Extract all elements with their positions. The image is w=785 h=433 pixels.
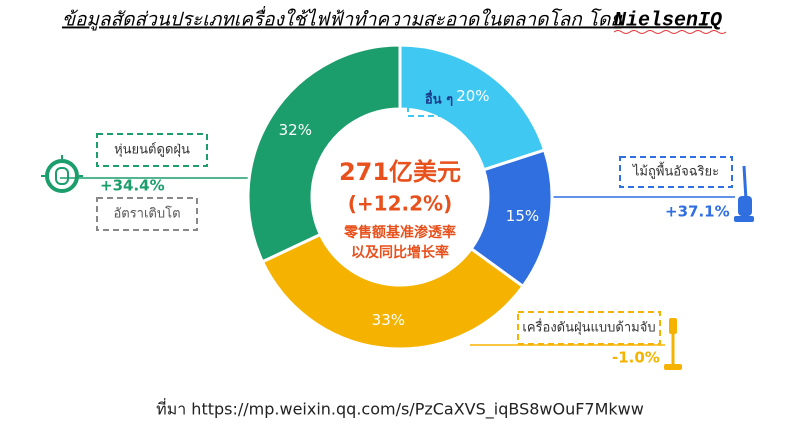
category-label: หุ่นยนต์ดูดฝุ่น — [114, 142, 190, 158]
growth-label: +34.4% — [100, 177, 165, 195]
callout-box — [96, 133, 208, 167]
stick-vacuum-icon — [664, 318, 682, 370]
category-label: เครื่องดันฝุ่นแบบด้ามจับ — [522, 319, 655, 336]
category-label: ไม้ถูพื้นอัจฉริยะ — [632, 162, 719, 180]
callout-box — [619, 156, 733, 188]
center-text: 以及同比增长率 — [351, 244, 449, 261]
chart-title: ข้อมูลสัดส่วนประเภทเครื่องใช้ไฟฟ้าทำความ… — [62, 6, 623, 31]
growth-label: -1.0% — [612, 349, 660, 367]
growth-caption: อัตราเติบโต — [113, 206, 180, 222]
chart-title-brand: NielsenIQ — [614, 9, 722, 32]
source: ที่มา https://mp.weixin.qq.com/s/PzCaXVS… — [156, 398, 644, 420]
donut-slice — [260, 232, 526, 351]
center-text: 271亿美元 — [339, 158, 461, 186]
slice-label: 20% — [456, 87, 489, 105]
slice-label: 33% — [372, 311, 405, 329]
category-label: อื่น ๆ — [425, 90, 453, 108]
mop-icon — [734, 165, 754, 222]
callout-box — [517, 311, 661, 345]
growth-label: +37.1% — [665, 203, 730, 221]
donut-slice — [246, 43, 402, 264]
donut-slice — [398, 43, 547, 172]
callout-box — [407, 83, 471, 117]
center-text: 零售额基准渗透率 — [343, 224, 456, 241]
caption-box — [96, 197, 198, 231]
slice-label: 15% — [506, 207, 539, 225]
spell-underline — [613, 30, 727, 34]
center-text: (+12.2%) — [348, 192, 452, 216]
robot-icon — [41, 155, 83, 193]
slice-label: 32% — [279, 121, 312, 139]
